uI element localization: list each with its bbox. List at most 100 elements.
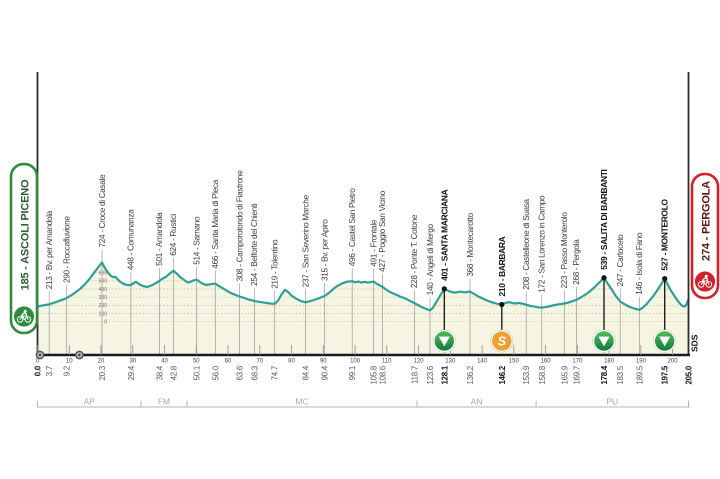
km-label: 123.6: [426, 366, 435, 385]
elevation-scale-label: 400: [99, 287, 108, 293]
province-label: FM: [158, 397, 170, 407]
waypoint-label: 146 - Isola di Fano: [635, 232, 644, 295]
waypoint-dot: [441, 286, 447, 292]
km-label: 68.3: [250, 366, 259, 380]
x-tick-label: 180: [604, 359, 615, 365]
waypoint-label: 172 - San Lorenzo in Campo: [538, 195, 547, 293]
tunnel-marker: [35, 350, 45, 360]
waypoint-leaders: [48, 249, 640, 354]
x-tick-label: 20: [98, 359, 105, 365]
km-label: 136.2: [466, 366, 475, 385]
x-tick-label: 110: [382, 359, 392, 365]
waypoint-label: 491 - Frontale: [369, 219, 378, 267]
elevation-scale-label: 100: [99, 311, 108, 317]
waypoint-label: 228 - Ponte T. Cotone: [410, 214, 419, 288]
km-label: 205.0: [685, 365, 694, 384]
province-label: PU: [606, 397, 618, 407]
x-tick-label: 100: [350, 359, 361, 365]
kom-marker: [653, 329, 677, 353]
waypoint-label: 624 - Rustici: [169, 214, 178, 256]
km-label: 0.0: [34, 365, 43, 376]
sprint-s-icon: S: [497, 334, 506, 349]
x-tick-label: 50: [193, 359, 200, 365]
waypoint-label: 401 - SANTA MARCIANA: [439, 189, 449, 280]
elevation-scale-label: 500: [99, 279, 108, 285]
km-label: 74.7: [271, 366, 280, 380]
kom-marker: [432, 329, 456, 353]
start-banner-label: 185 - ASCOLI PICENO: [19, 179, 31, 290]
waypoint-label: 501 - Amandola: [155, 212, 164, 266]
x-tick-label: 150: [509, 359, 520, 365]
waypoint-label: 268 - Pergola: [572, 239, 581, 285]
km-label: 165.9: [560, 366, 569, 385]
x-tick-label: 160: [541, 359, 552, 365]
x-tick-label: 30: [129, 359, 136, 365]
km-label: 20.3: [98, 366, 107, 380]
cyclist-icon: [693, 270, 717, 293]
km-label: 29.4: [127, 365, 136, 380]
km-label: 42.8: [169, 366, 178, 380]
km-label: 3.7: [45, 366, 54, 376]
waypoint-label: 208 - Castelleone di Suasa: [522, 198, 531, 289]
waypoint-label: 539 - SALITA DI BARBANTI: [599, 169, 609, 269]
waypoint-label: 427 - Poggio San Vicino: [378, 190, 387, 272]
km-label: 118.7: [410, 366, 419, 384]
waypoint-label: 466 - Santa Maria di Pieca: [211, 179, 220, 268]
km-label: 128.1: [440, 365, 449, 384]
km-label: 9.2: [63, 366, 72, 376]
x-tick-label: 60: [225, 359, 232, 365]
finish-banner: 274 - PERGOLA: [690, 172, 720, 300]
tunnel-marker: [75, 350, 84, 360]
cyclist-icon: [12, 305, 36, 328]
km-label: 63.6: [236, 366, 245, 380]
kom-triangle-icon: [658, 336, 671, 347]
elevation-scale-label: 0: [104, 320, 107, 326]
km-label: 146.2: [498, 365, 507, 384]
km-label: 56.0: [211, 365, 220, 380]
x-tick-label: 0: [36, 359, 40, 365]
km-label: 38.4: [155, 365, 164, 380]
waypoint-label: 368 - Montecarotto: [466, 213, 475, 277]
waypoint-dot: [499, 301, 505, 308]
waypoint-label: 219 - Tolentino: [271, 239, 280, 289]
km-label: 153.9: [522, 366, 531, 385]
km-label: 105.8: [370, 366, 379, 385]
km-label: 99.1: [348, 366, 357, 380]
province-brackets: AP FM MC AN PU: [37, 397, 690, 408]
km-label: 90.4: [321, 365, 330, 380]
x-tick-label: 90: [320, 359, 327, 365]
km-labels: 0.0 3.7 9.2 20.3 29.4 38.4 42.8 50.1 56.0 63.6 68.…: [34, 365, 694, 384]
waypoint-label: 223 - Passo Monterolo: [560, 212, 569, 289]
km-label: 50.1: [193, 366, 202, 380]
waypoint-label: 290 - Roccafluvione: [63, 216, 72, 283]
x-tick-label: 80: [288, 359, 295, 365]
province-label: AN: [471, 397, 483, 407]
elevation-scale: 600 500 400 300 200 100 0: [99, 271, 108, 326]
kom-marker: [592, 329, 616, 353]
x-tick-label: 170: [572, 359, 583, 365]
waypoint-label: 247 - Cartoceto: [616, 234, 625, 287]
province-label: AP: [84, 397, 96, 407]
x-tick-label: 190: [636, 359, 647, 365]
kom-triangle-icon: [598, 336, 610, 347]
x-tick-label: 10: [66, 359, 73, 365]
km-label: 108.6: [378, 366, 387, 385]
x-tick-label: 200: [668, 359, 679, 365]
profile-line: [36, 261, 690, 312]
sprint-marker: S: [490, 329, 513, 353]
waypoint-label: 308 - Camporotondo di Fiastrone: [235, 170, 244, 282]
start-banner: 185 - ASCOLI PICENO: [9, 162, 39, 335]
waypoint-label: 237 - San Severino Marche: [301, 194, 310, 287]
waypoint-label: 315 - Bv. per Apiro: [320, 219, 329, 281]
km-label: 183.5: [616, 365, 625, 384]
kom-triangle-icon: [438, 336, 451, 347]
x-tick-label: 70: [256, 359, 263, 365]
waypoint-label: 140 - Angeli di Mergo: [426, 223, 435, 295]
waypoint-label: 496 - Castel San Pietro: [348, 188, 357, 266]
km-label: 197.5: [661, 365, 670, 384]
elevation-scale-label: 300: [99, 295, 108, 301]
province-label: MC: [295, 397, 308, 407]
km-label: 158.8: [538, 366, 547, 385]
